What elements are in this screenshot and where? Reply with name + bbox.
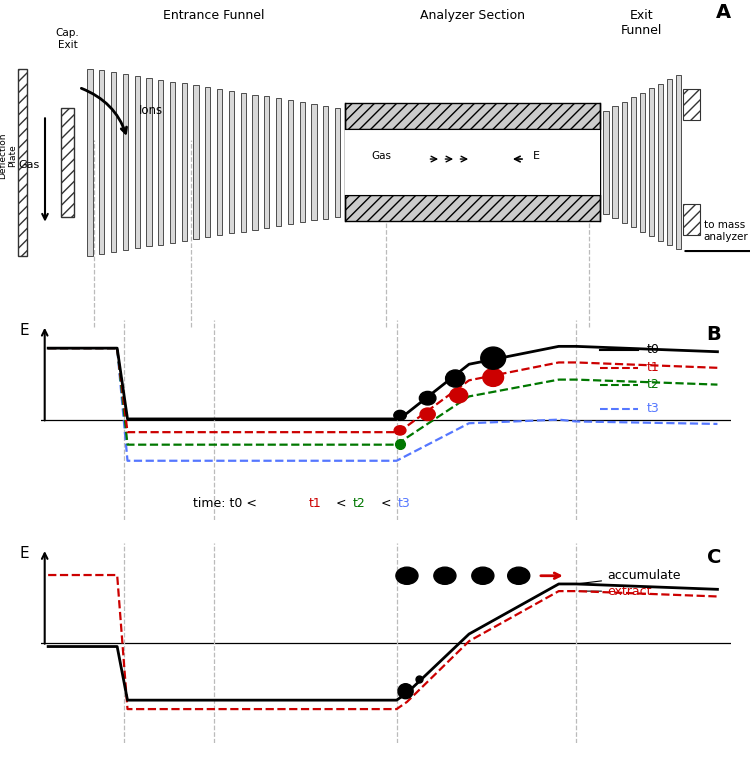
Text: E: E [20,323,28,338]
Ellipse shape [446,370,465,387]
Text: C: C [706,548,721,567]
Bar [111,72,116,252]
Text: t2: t2 [647,378,660,391]
Bar [18,69,27,256]
Ellipse shape [433,567,456,584]
Bar [345,129,600,195]
Bar [252,95,258,229]
Bar [241,92,246,232]
Bar [288,100,293,224]
Bar [206,87,211,237]
Text: t1: t1 [309,497,322,511]
Text: Cap.
Exit: Cap. Exit [56,28,80,50]
Text: t2: t2 [353,497,366,511]
Bar [622,102,627,223]
Ellipse shape [394,410,406,420]
Text: accumulate: accumulate [579,569,680,584]
Bar [658,84,663,240]
Ellipse shape [508,567,530,584]
Ellipse shape [472,567,494,584]
Bar [649,89,654,236]
Bar [334,108,340,216]
Bar [276,99,281,226]
Bar [613,106,618,218]
Bar [683,204,700,236]
Ellipse shape [420,408,435,420]
Ellipse shape [396,567,418,584]
Bar [134,76,140,248]
Ellipse shape [398,684,413,698]
Bar [299,102,304,223]
Bar [345,195,600,222]
Bar [123,74,128,250]
Bar [146,78,152,246]
Text: t3: t3 [398,497,410,511]
Text: Entrance Funnel: Entrance Funnel [163,9,265,22]
Bar [217,89,222,236]
Bar [182,83,187,241]
Bar [229,91,234,233]
Ellipse shape [450,388,468,403]
Ellipse shape [483,369,503,387]
Text: Deflection
Plate: Deflection Plate [0,132,17,179]
Text: A: A [716,3,731,22]
Bar [604,111,609,213]
Bar [194,85,199,239]
Bar [667,79,672,245]
Bar [87,69,93,256]
Text: <: < [332,497,351,511]
Text: to mass
analyzer: to mass analyzer [704,220,748,242]
Text: <: < [376,497,395,511]
Text: B: B [706,325,721,344]
Bar [683,89,700,120]
Text: E: E [532,151,539,161]
Bar [170,82,175,243]
Bar [311,104,316,220]
Text: Analyzer Section: Analyzer Section [420,9,525,22]
Text: t3: t3 [647,403,660,416]
Ellipse shape [394,426,406,435]
Text: t1: t1 [647,361,660,374]
Text: Gas: Gas [19,160,40,170]
Bar [676,75,682,249]
Bar [631,97,636,227]
Bar [640,92,645,232]
Text: E: E [20,546,28,561]
Bar [323,105,328,219]
Text: extract: extract [579,584,652,598]
Bar [264,96,269,228]
Text: Exit
Funnel: Exit Funnel [620,9,662,38]
Text: Ions: Ions [139,104,163,117]
Ellipse shape [419,391,436,405]
Ellipse shape [481,347,506,370]
Text: Gas: Gas [371,151,392,161]
Bar [158,80,164,245]
Bar [62,108,74,216]
Text: t0: t0 [647,343,660,357]
Bar [99,71,104,254]
Text: time: t0 <: time: t0 < [193,497,261,511]
Bar [345,103,600,129]
